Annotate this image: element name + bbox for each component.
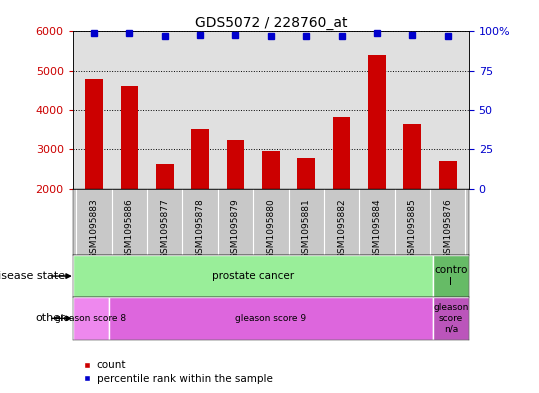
Bar [191, 129, 209, 189]
Text: gleason
score
n/a: gleason score n/a [433, 303, 468, 333]
Text: GSM1095878: GSM1095878 [196, 198, 205, 259]
Bar [439, 161, 457, 189]
Text: GSM1095886: GSM1095886 [125, 198, 134, 259]
Text: GSM1095876: GSM1095876 [443, 198, 452, 259]
Legend: count, percentile rank within the sample: count, percentile rank within the sample [78, 356, 277, 388]
Bar [121, 86, 138, 189]
Text: GSM1095883: GSM1095883 [89, 198, 99, 259]
Bar [156, 164, 174, 189]
Bar [298, 158, 315, 189]
Bar [433, 255, 469, 297]
Title: GDS5072 / 228760_at: GDS5072 / 228760_at [195, 17, 347, 30]
Text: contro
l: contro l [434, 265, 468, 287]
Text: disease state: disease state [0, 271, 65, 281]
Text: GSM1095882: GSM1095882 [337, 198, 346, 259]
Text: GSM1095885: GSM1095885 [408, 198, 417, 259]
Text: gleason score 9: gleason score 9 [236, 314, 306, 323]
Bar [226, 140, 244, 189]
Bar [85, 79, 103, 189]
Text: other: other [35, 313, 65, 323]
Bar [433, 297, 469, 340]
Text: GSM1095881: GSM1095881 [302, 198, 310, 259]
Bar [73, 297, 109, 340]
Text: gleason score 8: gleason score 8 [55, 314, 126, 323]
Bar [333, 117, 350, 189]
Bar [109, 297, 433, 340]
Text: GSM1095880: GSM1095880 [266, 198, 275, 259]
Text: GSM1095879: GSM1095879 [231, 198, 240, 259]
Bar [404, 124, 421, 189]
Bar [262, 151, 280, 189]
Text: GSM1095877: GSM1095877 [160, 198, 169, 259]
Text: prostate cancer: prostate cancer [212, 271, 294, 281]
Text: GSM1095884: GSM1095884 [372, 198, 382, 259]
Bar [368, 55, 386, 189]
